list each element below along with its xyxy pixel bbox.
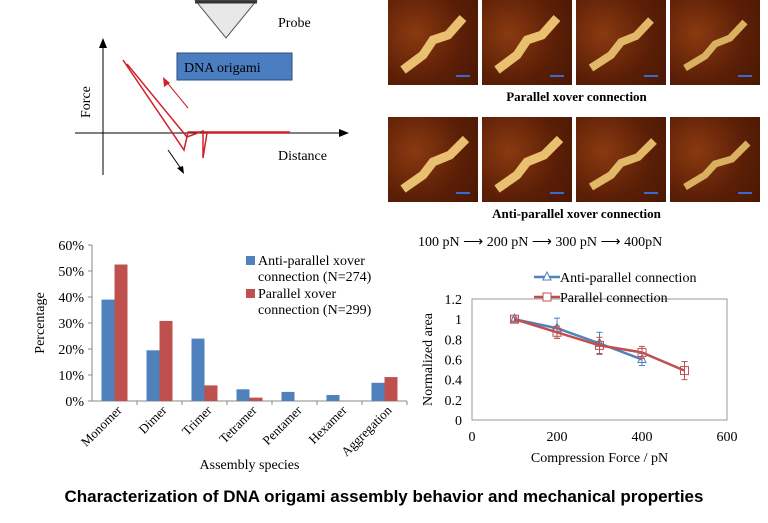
- scale-bar: [550, 75, 564, 77]
- afm-image: [670, 0, 760, 85]
- retract-arrowhead: [177, 166, 184, 174]
- bar: [281, 391, 295, 401]
- data-point: [510, 314, 519, 324]
- force-label: Force: [79, 86, 94, 118]
- x-tick-label: Dimer: [136, 402, 171, 437]
- scale-bar: [456, 192, 470, 194]
- y-tick-label: 10%: [58, 369, 84, 384]
- bar: [384, 377, 398, 401]
- scale-bar: [550, 192, 564, 194]
- afm-image: [388, 117, 478, 202]
- y-tick-label: 20%: [58, 343, 84, 358]
- probe-label: Probe: [278, 16, 311, 31]
- x-tick-label: 400: [632, 430, 653, 445]
- legend-label: Parallel xover connection (N=299): [258, 287, 372, 318]
- afm-image: [670, 117, 760, 202]
- legend-label: Anti-parallel connection: [560, 271, 696, 286]
- force-curve: [122, 59, 290, 159]
- y-tick-label: 30%: [58, 317, 84, 332]
- y-tick-label: 1.2: [445, 293, 463, 308]
- y-tick-label: 1: [455, 313, 462, 328]
- y-tick-label: 50%: [58, 265, 84, 280]
- x-tick-label: 600: [717, 430, 738, 445]
- x-axis-label: Assembly species: [200, 458, 300, 473]
- x-tick-label: Pentamer: [259, 402, 305, 448]
- y-tick-label: 60%: [58, 239, 84, 254]
- y-tick-label: 0.8: [445, 333, 463, 348]
- data-point: [552, 327, 562, 337]
- y-axis-label: Normalized area: [421, 312, 436, 406]
- y-tick-label: 0.2: [445, 394, 463, 409]
- afm-image: [388, 0, 478, 85]
- afm-force-diagram: Probe DNA origami Force Distance: [75, 0, 349, 175]
- legend-swatch: [246, 256, 255, 265]
- bar: [159, 320, 173, 401]
- x-axis-arrow: [339, 129, 349, 137]
- figure-title: Characterization of DNA origami assembly…: [64, 487, 704, 506]
- x-tick-label: Hexamer: [305, 402, 350, 447]
- distance-label: Distance: [278, 149, 327, 164]
- scale-bar: [456, 75, 470, 77]
- y-tick-label: 0.4: [445, 374, 463, 389]
- y-axis-arrow: [99, 38, 107, 48]
- data-point: [509, 313, 520, 323]
- retract-arrow: [167, 149, 183, 171]
- x-axis-label: Compression Force / pN: [531, 451, 668, 466]
- y-tick-label: 0%: [65, 395, 84, 410]
- approach-arrowhead: [163, 77, 170, 87]
- x-tick-label: Tetramer: [216, 402, 260, 446]
- scale-bar: [644, 192, 658, 194]
- series-line: [514, 317, 643, 361]
- line-chart: 0 0.2 0.4 0.6 0.8 1 1.2 0 200 400 600 Compression F…: [421, 270, 738, 466]
- afm-image: [576, 117, 666, 202]
- data-point: [637, 347, 647, 357]
- legend-swatch: [246, 289, 255, 298]
- bar: [236, 389, 250, 401]
- force-step: 300 pN: [555, 235, 598, 250]
- force-step: 400pN: [624, 235, 663, 250]
- bar: [114, 264, 128, 401]
- bar: [204, 385, 218, 401]
- scale-bar: [738, 75, 752, 77]
- bar: [371, 382, 385, 401]
- plot-area: [471, 298, 728, 421]
- x-tick-label: 0: [469, 430, 476, 445]
- afm-image: [482, 0, 572, 85]
- y-axis-label: Percentage: [33, 292, 48, 353]
- legend-label: Parallel connection: [560, 291, 668, 306]
- scale-bar: [738, 192, 752, 194]
- force-step: 100 pN: [418, 235, 460, 250]
- x-tick-label: Monomer: [78, 402, 125, 449]
- data-point: [595, 340, 604, 350]
- bar: [101, 299, 115, 401]
- scale-bar: [644, 75, 658, 77]
- antiparallel-caption: Anti-parallel xover connection: [492, 206, 661, 221]
- dna-origami-label: DNA origami: [184, 61, 261, 76]
- y-tick-label: 0: [455, 414, 462, 429]
- afm-image: [576, 0, 666, 85]
- approach-arrow: [164, 79, 189, 109]
- force-step: 200 pN: [486, 235, 529, 250]
- probe-tip: [194, 0, 258, 39]
- bar: [146, 350, 160, 401]
- force-steps: 100 pN ⟶ 200 pN ⟶ 300 pN ⟶ 400pN: [418, 235, 663, 250]
- parallel-caption: Parallel xover connection: [506, 89, 647, 104]
- bar: [191, 338, 205, 401]
- x-tick-label: 200: [547, 430, 568, 445]
- legend-marker: [542, 292, 552, 302]
- legend-marker: [542, 270, 552, 281]
- bar: [326, 395, 340, 401]
- legend-label: Anti-parallel xover connection (N=274): [258, 254, 372, 285]
- x-tick-label: Trimer: [179, 402, 215, 438]
- bar: [249, 397, 263, 401]
- y-tick-label: 40%: [58, 291, 84, 306]
- dna-origami-box: [176, 52, 293, 81]
- afm-image: [482, 117, 572, 202]
- data-point: [680, 366, 689, 376]
- bar-chart: 0% 10% 20% 30% 40% 50% 60% Monomer Dimer Trimer Te…: [33, 239, 408, 473]
- y-tick-label: 0.6: [445, 354, 463, 369]
